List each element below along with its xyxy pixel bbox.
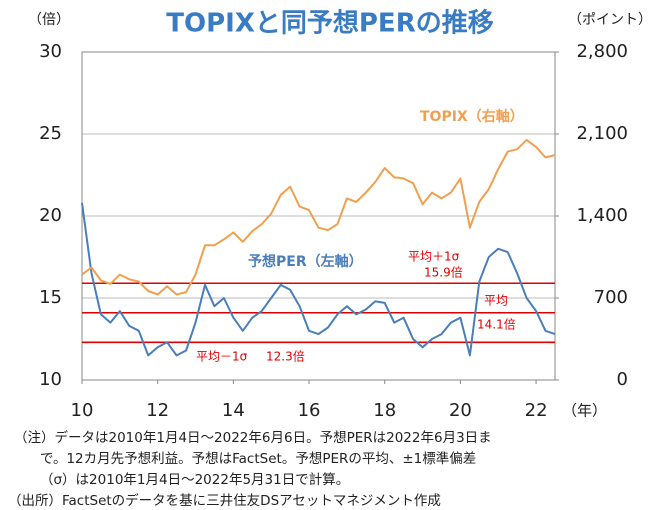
y-tick-label: 10	[39, 369, 62, 390]
x-tick-label: 22	[525, 400, 548, 421]
y-tick-label: 30	[39, 41, 62, 62]
y2-tick-label: 2,100	[576, 123, 628, 144]
series-label: 予想PER（左軸）	[248, 253, 363, 270]
chart-title: TOPIXと同予想PERの推移	[166, 9, 493, 39]
reference-value-label: 12.3倍	[266, 349, 305, 364]
x-tick-label: 12	[146, 400, 169, 421]
y2-tick-label: 700	[594, 287, 628, 308]
series-line	[81, 138, 556, 296]
note: （注）データは2010年1月4日～2022年6月6日。予想PERは2022年6月…	[14, 429, 492, 446]
y-tick-label: 15	[39, 287, 62, 308]
x-tick-label: 20	[449, 400, 472, 421]
reference-label: 平均＋1σ	[408, 250, 460, 264]
note: （出所）FactSetのデータを基に三井住友DSアセットマネジメント作成	[8, 492, 441, 509]
note: （σ）は2010年1月4日～2022年5月31日で計算。	[40, 472, 349, 488]
reference-label: 平均	[484, 294, 508, 308]
x-tick-label: 10	[71, 400, 94, 421]
y2-axis-label: （ポイント）	[568, 12, 652, 28]
y-axis-label: （倍）	[28, 12, 70, 28]
x-tick-label: 16	[298, 400, 321, 421]
series-label: TOPIX（右軸）	[420, 108, 524, 125]
x-axis-label: （年）	[562, 402, 607, 420]
y2-tick-label: 2,800	[576, 41, 628, 62]
reference-value-label: 14.1倍	[477, 317, 516, 332]
x-tick-label: 14	[222, 400, 245, 421]
reference-value-label: 15.9倍	[424, 265, 463, 280]
series-line	[81, 202, 556, 357]
reference-label: 平均－1σ	[196, 350, 248, 364]
y2-tick-label: 1,400	[576, 205, 628, 226]
plot-frame	[81, 51, 556, 381]
y2-tick-label: 0	[617, 369, 628, 390]
note: で。12カ月先予想利益。予想はFactSet。予想PERの平均、±1標準偏差	[40, 451, 476, 467]
y-tick-label: 25	[39, 123, 62, 144]
y-tick-label: 20	[39, 205, 62, 226]
x-tick-label: 18	[373, 400, 396, 421]
